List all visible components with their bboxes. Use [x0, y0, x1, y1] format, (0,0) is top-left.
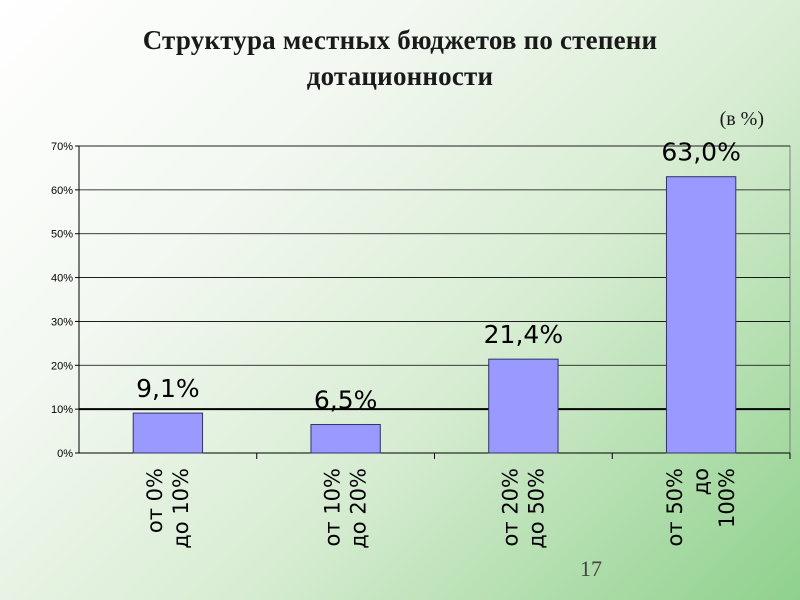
category-label: от 50%	[663, 468, 687, 546]
chart-title-line-2: дотационности	[306, 61, 494, 91]
bar	[310, 423, 381, 454]
category-label: от 0%	[143, 468, 167, 533]
category-label: до 10%	[169, 468, 193, 549]
y-tick-label: 40%	[51, 273, 73, 285]
category-label: до	[689, 468, 713, 495]
y-tick-label: 30%	[51, 316, 73, 328]
data-label: 21,4%	[484, 320, 563, 349]
data-label: 9,1%	[136, 374, 200, 403]
bar	[665, 176, 737, 454]
data-label: 63,0%	[661, 138, 740, 167]
y-tick-label: 0%	[57, 448, 73, 460]
page-number: 17	[580, 556, 602, 581]
bar	[132, 412, 204, 454]
chart-title-line-1: Структура местных бюджетов по степени	[142, 25, 658, 55]
y-tick-label: 20%	[51, 360, 73, 372]
data-label: 6,5%	[314, 385, 378, 414]
y-tick-label: 10%	[51, 404, 73, 416]
category-label: от 20%	[498, 468, 522, 546]
y-tick-label: 60%	[51, 185, 73, 197]
category-label: до 20%	[347, 468, 371, 549]
category-label: 100%	[715, 468, 739, 528]
y-tick-label: 50%	[51, 229, 73, 241]
chart-title: Структура местных бюджетов по степени до…	[40, 22, 760, 94]
y-tick-label: 70%	[51, 141, 73, 153]
category-label: от 10%	[321, 468, 345, 546]
unit-note: (в %)	[719, 108, 764, 130]
bar	[488, 358, 559, 454]
category-label: до 50%	[524, 468, 548, 549]
